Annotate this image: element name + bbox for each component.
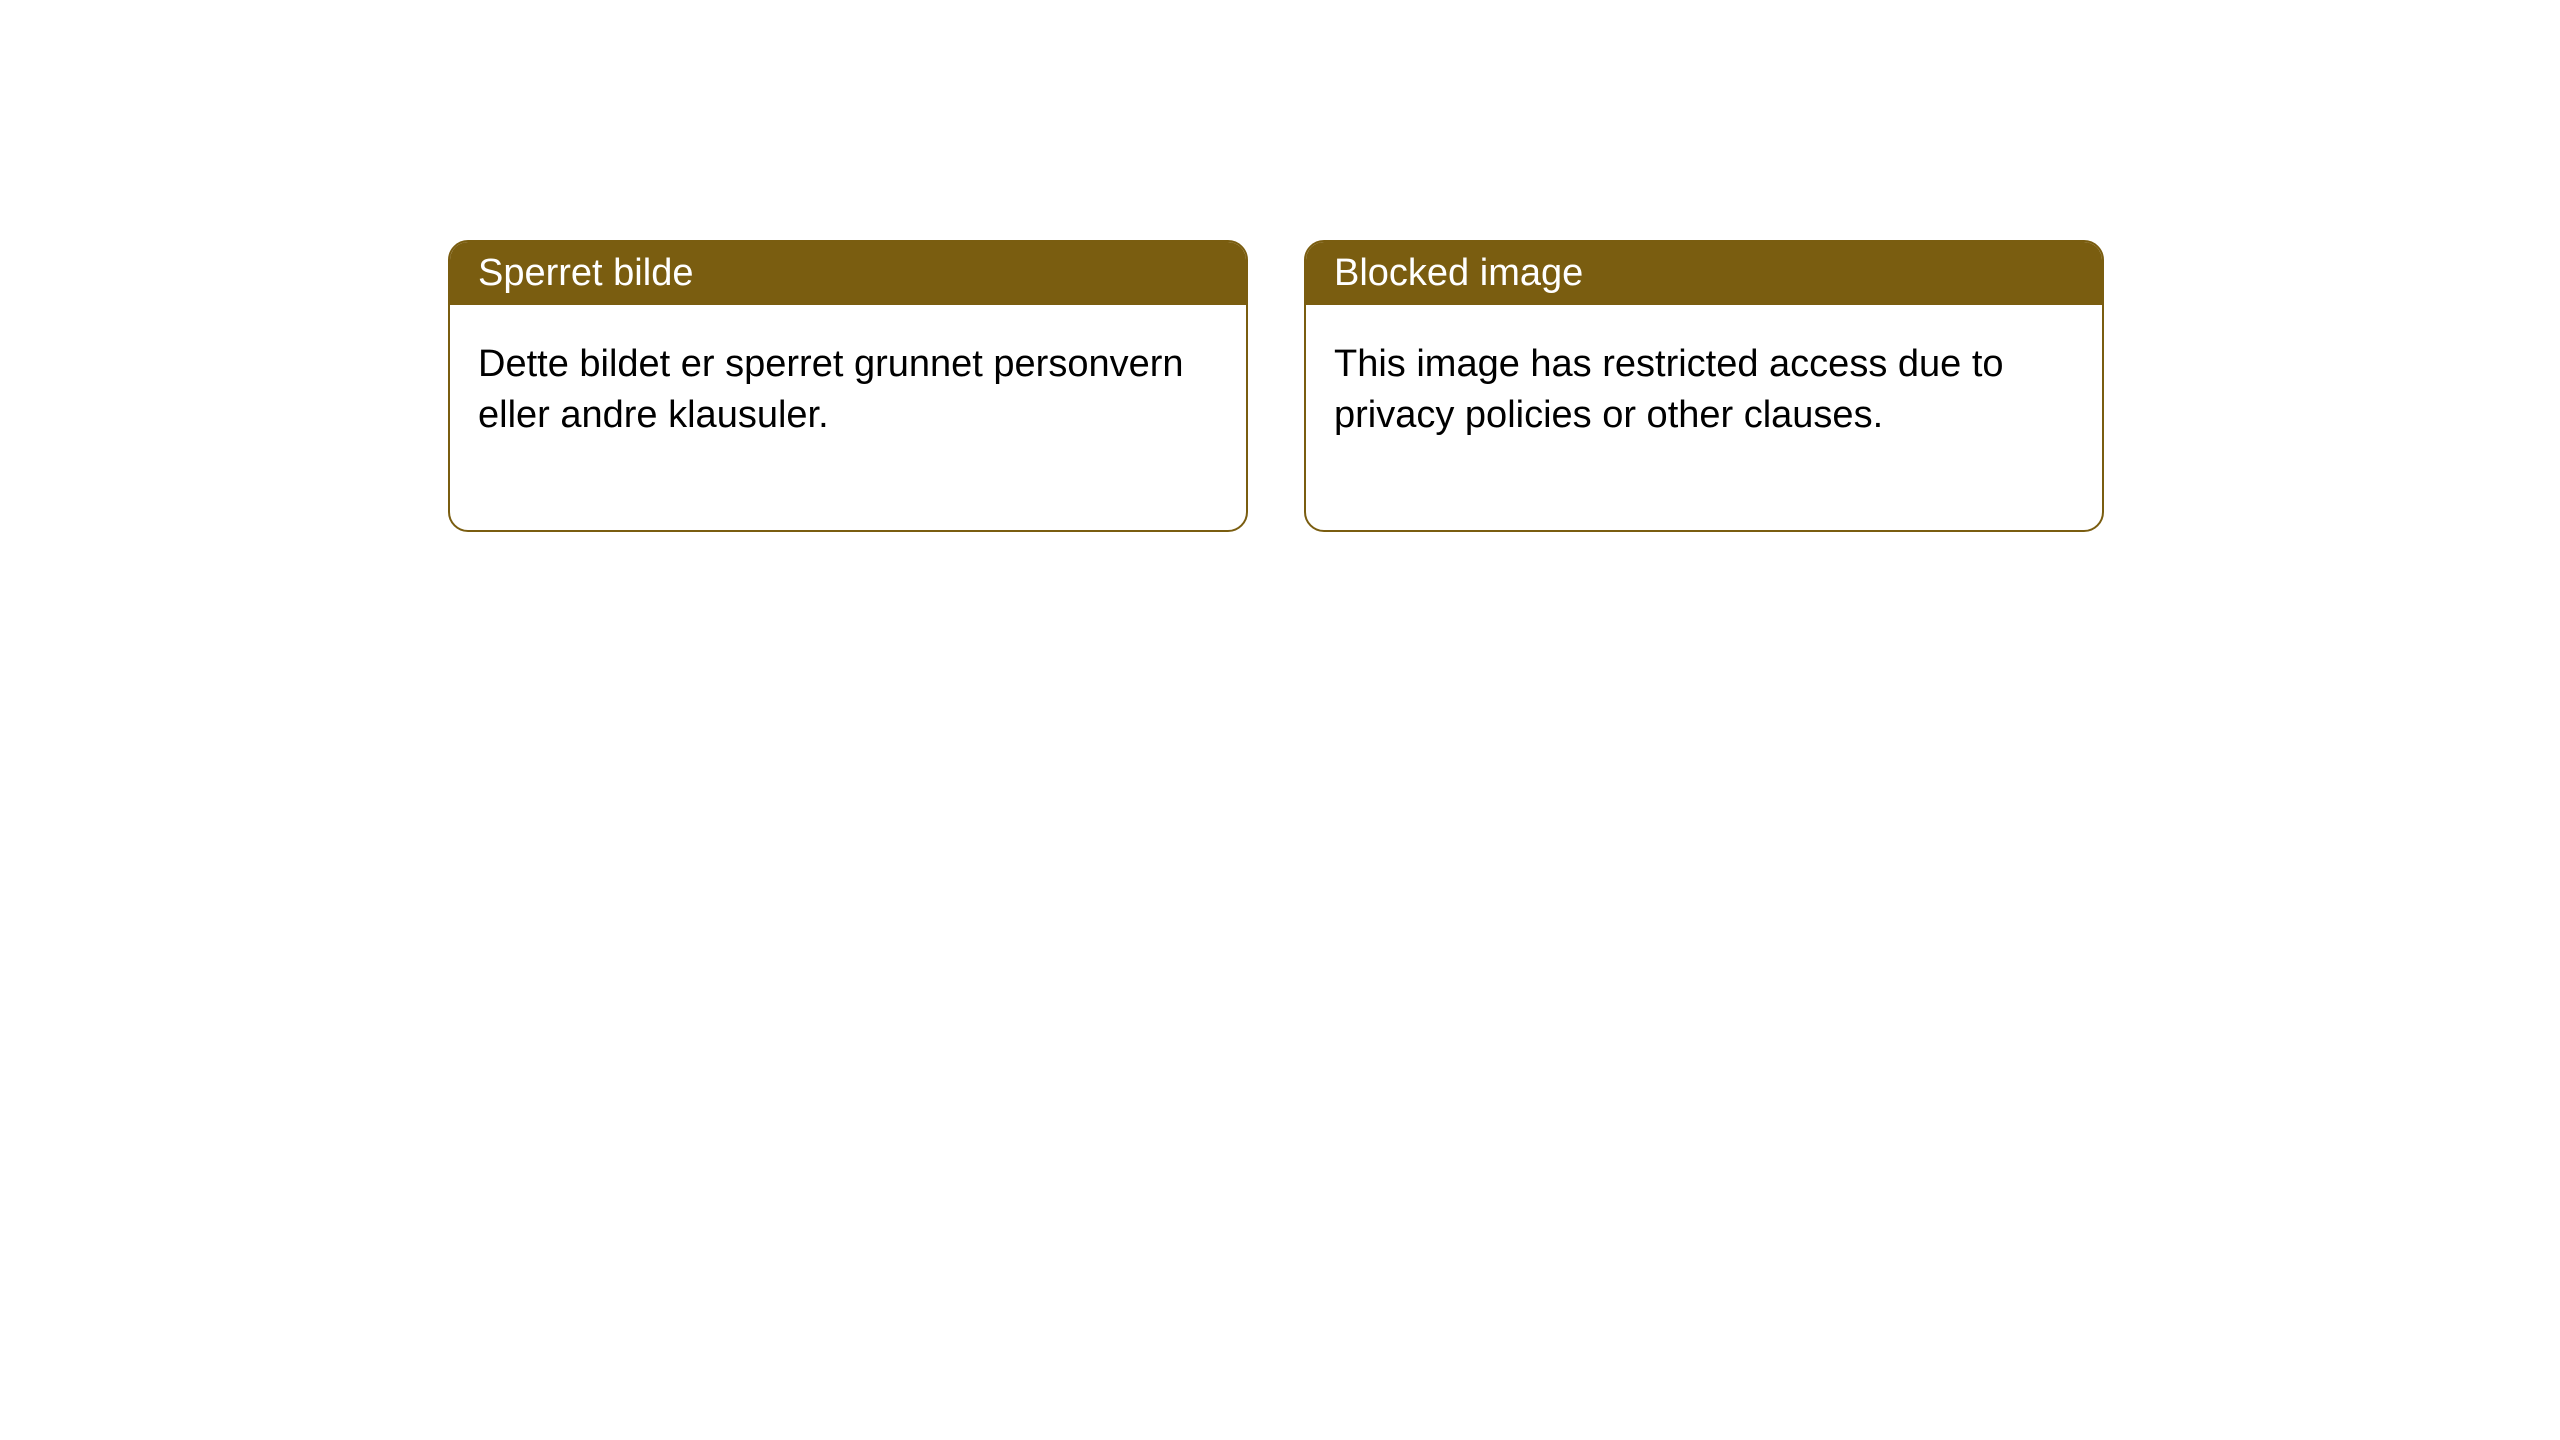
notice-card-norwegian: Sperret bilde Dette bildet er sperret gr… (448, 240, 1248, 532)
notice-title: Blocked image (1334, 252, 1583, 294)
notice-title: Sperret bilde (478, 252, 693, 294)
notice-body: Dette bildet er sperret grunnet personve… (450, 305, 1246, 530)
notice-card-english: Blocked image This image has restricted … (1304, 240, 2104, 532)
notice-container: Sperret bilde Dette bildet er sperret gr… (448, 240, 2104, 532)
notice-body: This image has restricted access due to … (1306, 305, 2102, 530)
notice-body-text: This image has restricted access due to … (1334, 343, 2004, 436)
notice-body-text: Dette bildet er sperret grunnet personve… (478, 343, 1184, 436)
notice-header: Sperret bilde (450, 242, 1246, 305)
notice-header: Blocked image (1306, 242, 2102, 305)
